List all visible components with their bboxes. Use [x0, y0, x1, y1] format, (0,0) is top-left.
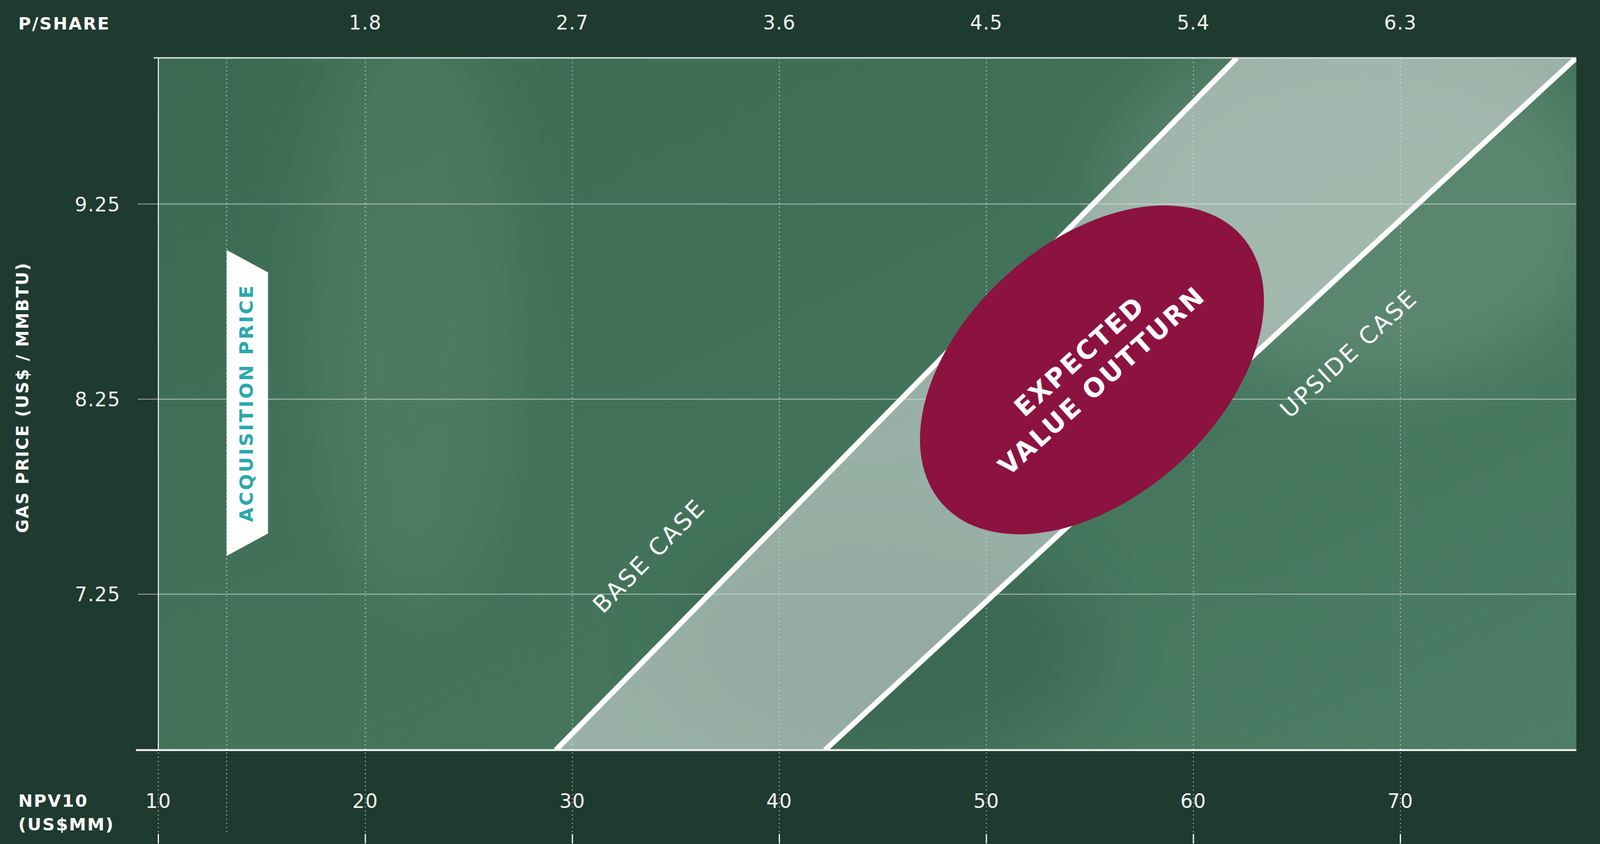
x-grid-line — [571, 57, 574, 834]
x-tick-mark — [571, 834, 574, 844]
acquisition-tag — [226, 249, 269, 556]
acquisition-label: ACQUISITION PRICE — [235, 284, 258, 523]
x2-tick-label: 6.3 — [1383, 11, 1417, 35]
y-tick-label: 8.25 — [75, 388, 121, 412]
x-axis-title-line: NPV10 — [18, 791, 89, 812]
chart: 7.25 8.25 9.25 10 20 30 40 50 60 70 1.8 2.7 3.6 4.5 5.… — [0, 0, 1600, 844]
expected-value-label: VALUE OUTTURN — [992, 280, 1211, 482]
x-grid-line — [365, 57, 367, 834]
x-tick-mark — [778, 834, 780, 844]
x-axis-title: NPV10(US$MM) — [18, 791, 115, 835]
y-grid-line — [137, 398, 1577, 400]
texture-blob — [307, 57, 520, 603]
x-tick-mark — [364, 834, 366, 844]
x-axis-title-line: (US$MM) — [18, 814, 115, 835]
background — [0, 0, 1600, 844]
y-tick-label: 7.25 — [75, 583, 121, 607]
left-axis-line — [157, 57, 159, 751]
x2-tick-label: 1.8 — [349, 11, 382, 35]
texture — [307, 57, 1577, 751]
x-tick-mark — [1192, 834, 1195, 844]
case-line — [824, 57, 1577, 751]
x-tick-label: 50 — [973, 789, 1000, 813]
plot-marks — [555, 57, 1577, 751]
x-tick-mark — [1399, 834, 1401, 844]
x-tick-label: 40 — [766, 789, 793, 813]
series-label: BASE CASE — [587, 493, 711, 619]
x-tick-label: 70 — [1387, 789, 1414, 813]
expected-value-ellipse — [857, 140, 1327, 600]
x-tick-label: 60 — [1180, 789, 1207, 813]
x-tick-mark — [985, 834, 987, 844]
x2-tick-label: 3.6 — [762, 11, 796, 35]
x2-tick-label: 4.5 — [970, 11, 1003, 35]
x-tick-mark — [157, 834, 159, 844]
y-tick-label: 9.25 — [75, 193, 121, 217]
x2-tick-label: 5.4 — [1176, 11, 1210, 35]
x-tick-label: 30 — [559, 789, 586, 813]
x2-tick-label: 2.7 — [555, 11, 589, 35]
x-tick-label: 20 — [352, 789, 379, 813]
x-tick-label: 10 — [145, 789, 172, 813]
y-axis-title: GAS PRICE (US$ / MMBTU) — [12, 261, 33, 533]
case-band — [555, 57, 1577, 751]
x-grid-line — [157, 57, 159, 834]
bottom-axis-line — [135, 749, 1577, 752]
x2-axis-title: P/SHARE — [18, 13, 111, 34]
series-label: UPSIDE CASE — [1274, 284, 1423, 424]
